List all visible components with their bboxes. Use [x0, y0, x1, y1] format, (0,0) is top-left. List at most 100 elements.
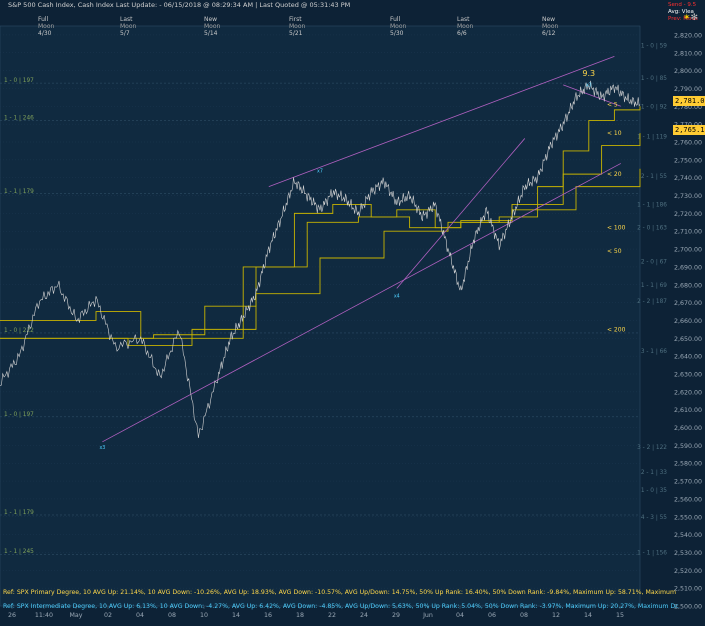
- y-tick-label: 2,540.00: [674, 532, 702, 539]
- fib-level-label: 1 - 1 | 156: [637, 550, 667, 556]
- primary-degree-stats: Ref: SPX Primary Degree, 10 AVG Up: 21.1…: [3, 589, 676, 596]
- y-tick-label: 2,630.00: [674, 372, 702, 379]
- wave-annotation: x3: [99, 445, 105, 451]
- fib-level-label: 1 - 0 | 85: [641, 76, 667, 82]
- fib-level-label: 1 - 1 | 186: [637, 202, 667, 208]
- channel-line: [268, 55, 615, 187]
- channel-line: [563, 84, 621, 107]
- y-tick-label: 2,560.00: [674, 496, 702, 503]
- y-tick-label: 2,520.00: [674, 568, 702, 575]
- y-tick-label: 2,720.00: [674, 211, 702, 218]
- intermediate-degree-stats: Ref: SPX Intermediate Degree, 10 AVG Up:…: [3, 603, 679, 610]
- x-tick-label: 26: [8, 612, 16, 619]
- x-tick-label: 29: [392, 612, 400, 619]
- x-tick-label: 11:40: [35, 612, 53, 619]
- wave-annotation: x7: [317, 168, 323, 174]
- y-tick-label: 2,600.00: [674, 425, 702, 432]
- fib-level-label: 1 - 1 | 179: [4, 510, 34, 516]
- x-tick-label: 14: [232, 612, 240, 619]
- y-tick-label: 2,730.00: [674, 193, 702, 200]
- ma-price-tag: 2,765.19: [673, 125, 705, 135]
- fib-level-label: 2 - 2 | 187: [637, 299, 667, 305]
- fib-level-label: 2 - 0 | 163: [637, 226, 667, 232]
- fib-level-label: 1 - 0 | 92: [641, 104, 667, 110]
- y-tick-label: 2,710.00: [674, 229, 702, 236]
- moon-phase-label: New Moon 5/14: [204, 16, 221, 37]
- lightbulb-icon[interactable]: ✶: [683, 13, 691, 23]
- x-tick-label: 08: [168, 612, 176, 619]
- y-tick-label: 2,700.00: [674, 247, 702, 254]
- y-tick-label: 2,800.00: [674, 68, 702, 75]
- y-tick-label: 2,570.00: [674, 479, 702, 486]
- x-tick-label: 15: [616, 612, 624, 619]
- moon-phase-label: Last Moon 6/6: [457, 16, 474, 37]
- x-tick-label: 12: [552, 612, 560, 619]
- fib-level-label: 1 - 1 | 69: [641, 283, 667, 289]
- x-tick-label: 10: [200, 612, 208, 619]
- fib-level-label: 1 - 0 | 197: [4, 412, 34, 418]
- x-tick-label: Jun: [422, 612, 433, 619]
- fib-level-label: 1 - 0 | 222: [4, 328, 34, 334]
- plot-area: [0, 25, 641, 607]
- y-tick-label: 2,780.00: [674, 104, 702, 111]
- ma-label: < 5: [607, 102, 618, 109]
- gear-icon[interactable]: ✻: [690, 13, 699, 23]
- ma-label: < 20: [607, 171, 622, 178]
- status-readout: Send - 9.5 Avg: Vlea Prev: Move: [668, 2, 699, 22]
- y-tick-label: 2,740.00: [674, 175, 702, 182]
- y-tick-label: 2,670.00: [674, 300, 702, 307]
- price-line: [0, 80, 641, 439]
- moving-average-line: [0, 106, 641, 339]
- x-tick-label: 24: [360, 612, 368, 619]
- x-tick-label: 04: [136, 612, 144, 619]
- x-tick-label: 18: [296, 612, 304, 619]
- moon-phase-label: Full Moon 4/30: [38, 16, 55, 37]
- wave-annotation: x4: [394, 293, 400, 299]
- wave-annotation: x3: [586, 83, 592, 89]
- y-tick-label: 2,580.00: [674, 461, 702, 468]
- y-tick-label: 2,690.00: [674, 264, 702, 271]
- y-tick-label: 2,810.00: [674, 50, 702, 57]
- y-tick-label: 2,620.00: [674, 389, 702, 396]
- y-tick-label: 2,610.00: [674, 407, 702, 414]
- fib-level-label: 4 - 3 | 55: [641, 515, 667, 521]
- fib-level-label: 1 - 0 | 35: [641, 488, 667, 494]
- y-tick-label: 2,750.00: [674, 157, 702, 164]
- x-tick-label: 06: [488, 612, 496, 619]
- x-tick-label: May: [69, 612, 82, 619]
- y-tick-label: 2,650.00: [674, 336, 702, 343]
- wave-annotation: 9.3: [582, 69, 595, 78]
- fib-level-label: 1 - 0 | 59: [641, 44, 667, 50]
- y-tick-label: 2,680.00: [674, 282, 702, 289]
- x-tick-label: 02: [104, 612, 112, 619]
- moon-phase-label: Last Moon 5/7: [120, 16, 137, 37]
- toolbar-icons[interactable]: ✶✻: [683, 13, 698, 23]
- fib-level-label: 3 - 2 | 122: [637, 445, 667, 451]
- fib-level-label: 1 - 1 | 179: [4, 189, 34, 195]
- ma-label: < 100: [607, 225, 626, 232]
- moon-phase-label: New Moon 6/12: [542, 16, 559, 37]
- y-tick-label: 2,760.00: [674, 140, 702, 147]
- ma-label: < 10: [607, 130, 622, 137]
- y-tick-label: 2,820.00: [674, 32, 702, 39]
- y-tick-label: 2,660.00: [674, 318, 702, 325]
- fib-level-label: 2 - 1 | 33: [641, 470, 667, 476]
- channel-line: [396, 138, 526, 289]
- x-tick-label: 04: [456, 612, 464, 619]
- moon-phase-label: First Moon 5/21: [289, 16, 306, 37]
- x-tick-label: 16: [264, 612, 272, 619]
- fib-level-label: 1 - 1 | 245: [4, 549, 34, 555]
- last-price-tag: 2,781.00: [673, 96, 705, 106]
- moving-average-line: [0, 168, 641, 346]
- channel-line: [102, 163, 621, 443]
- fib-level-label: 2 - 0 | 67: [641, 260, 667, 266]
- fib-level-label: 1 - 1 | 119: [637, 135, 667, 141]
- fib-level-label: 1 - 1 | 246: [4, 116, 34, 122]
- chart-header: S&P 500 Cash Index, Cash Index Last Upda…: [2, 0, 642, 46]
- y-tick-label: 2,640.00: [674, 354, 702, 361]
- fib-level-label: 3 - 1 | 66: [641, 349, 667, 355]
- y-tick-label: 2,500.00: [674, 604, 702, 611]
- y-tick-label: 2,590.00: [674, 443, 702, 450]
- ma-label: < 50: [607, 248, 622, 255]
